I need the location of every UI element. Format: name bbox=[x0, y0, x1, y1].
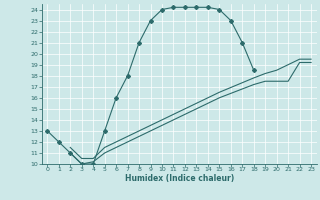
X-axis label: Humidex (Indice chaleur): Humidex (Indice chaleur) bbox=[124, 174, 234, 183]
